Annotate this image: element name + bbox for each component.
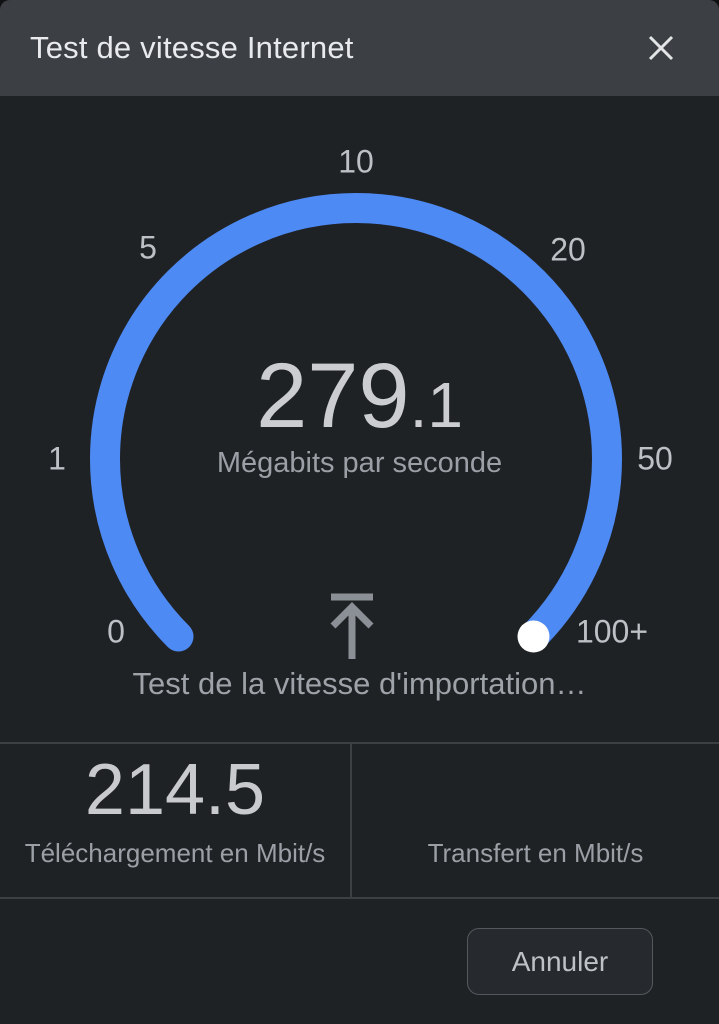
close-button[interactable] xyxy=(639,26,683,70)
gauge-tick-5: 5 xyxy=(139,229,157,266)
dialog-footer: Annuler xyxy=(0,897,719,1024)
gauge-tick-10: 10 xyxy=(338,143,374,180)
speed-integer-part: 279 xyxy=(256,345,410,447)
test-phase-status: Test de la vitesse d'importation… xyxy=(132,666,587,701)
close-icon xyxy=(648,35,674,61)
gauge-tick-20: 20 xyxy=(550,231,586,268)
download-result-cell: 214.5 Téléchargement en Mbit/s xyxy=(0,744,352,897)
download-label: Téléchargement en Mbit/s xyxy=(24,838,326,868)
dialog-title: Test de vitesse Internet xyxy=(30,30,354,65)
download-value: 214.5 xyxy=(84,750,266,830)
dialog-header: Test de vitesse Internet xyxy=(0,0,719,96)
gauge-needle-dot xyxy=(517,620,550,653)
speed-gauge: 0 1 5 10 20 50 100+ 279.1 Mégabits par s… xyxy=(0,96,719,742)
current-speed-value: 279.1 xyxy=(0,350,719,442)
gauge-tick-50: 50 xyxy=(637,440,673,477)
speed-unit-label: Mégabits par seconde xyxy=(216,447,503,479)
gauge-tick-1: 1 xyxy=(48,440,66,477)
speed-decimal-part: .1 xyxy=(409,369,463,441)
gauge-tick-0: 0 xyxy=(107,613,125,650)
upload-arrow-icon xyxy=(330,593,374,659)
cancel-button[interactable]: Annuler xyxy=(467,928,653,995)
upload-label: Transfert en Mbit/s xyxy=(427,838,644,868)
gauge-arc xyxy=(90,193,622,652)
gauge-tick-100plus: 100+ xyxy=(575,613,649,650)
upload-result-cell: Transfert en Mbit/s xyxy=(352,744,719,897)
gauge-arc-svg xyxy=(90,193,622,653)
results-row: 214.5 Téléchargement en Mbit/s Transfert… xyxy=(0,742,719,897)
